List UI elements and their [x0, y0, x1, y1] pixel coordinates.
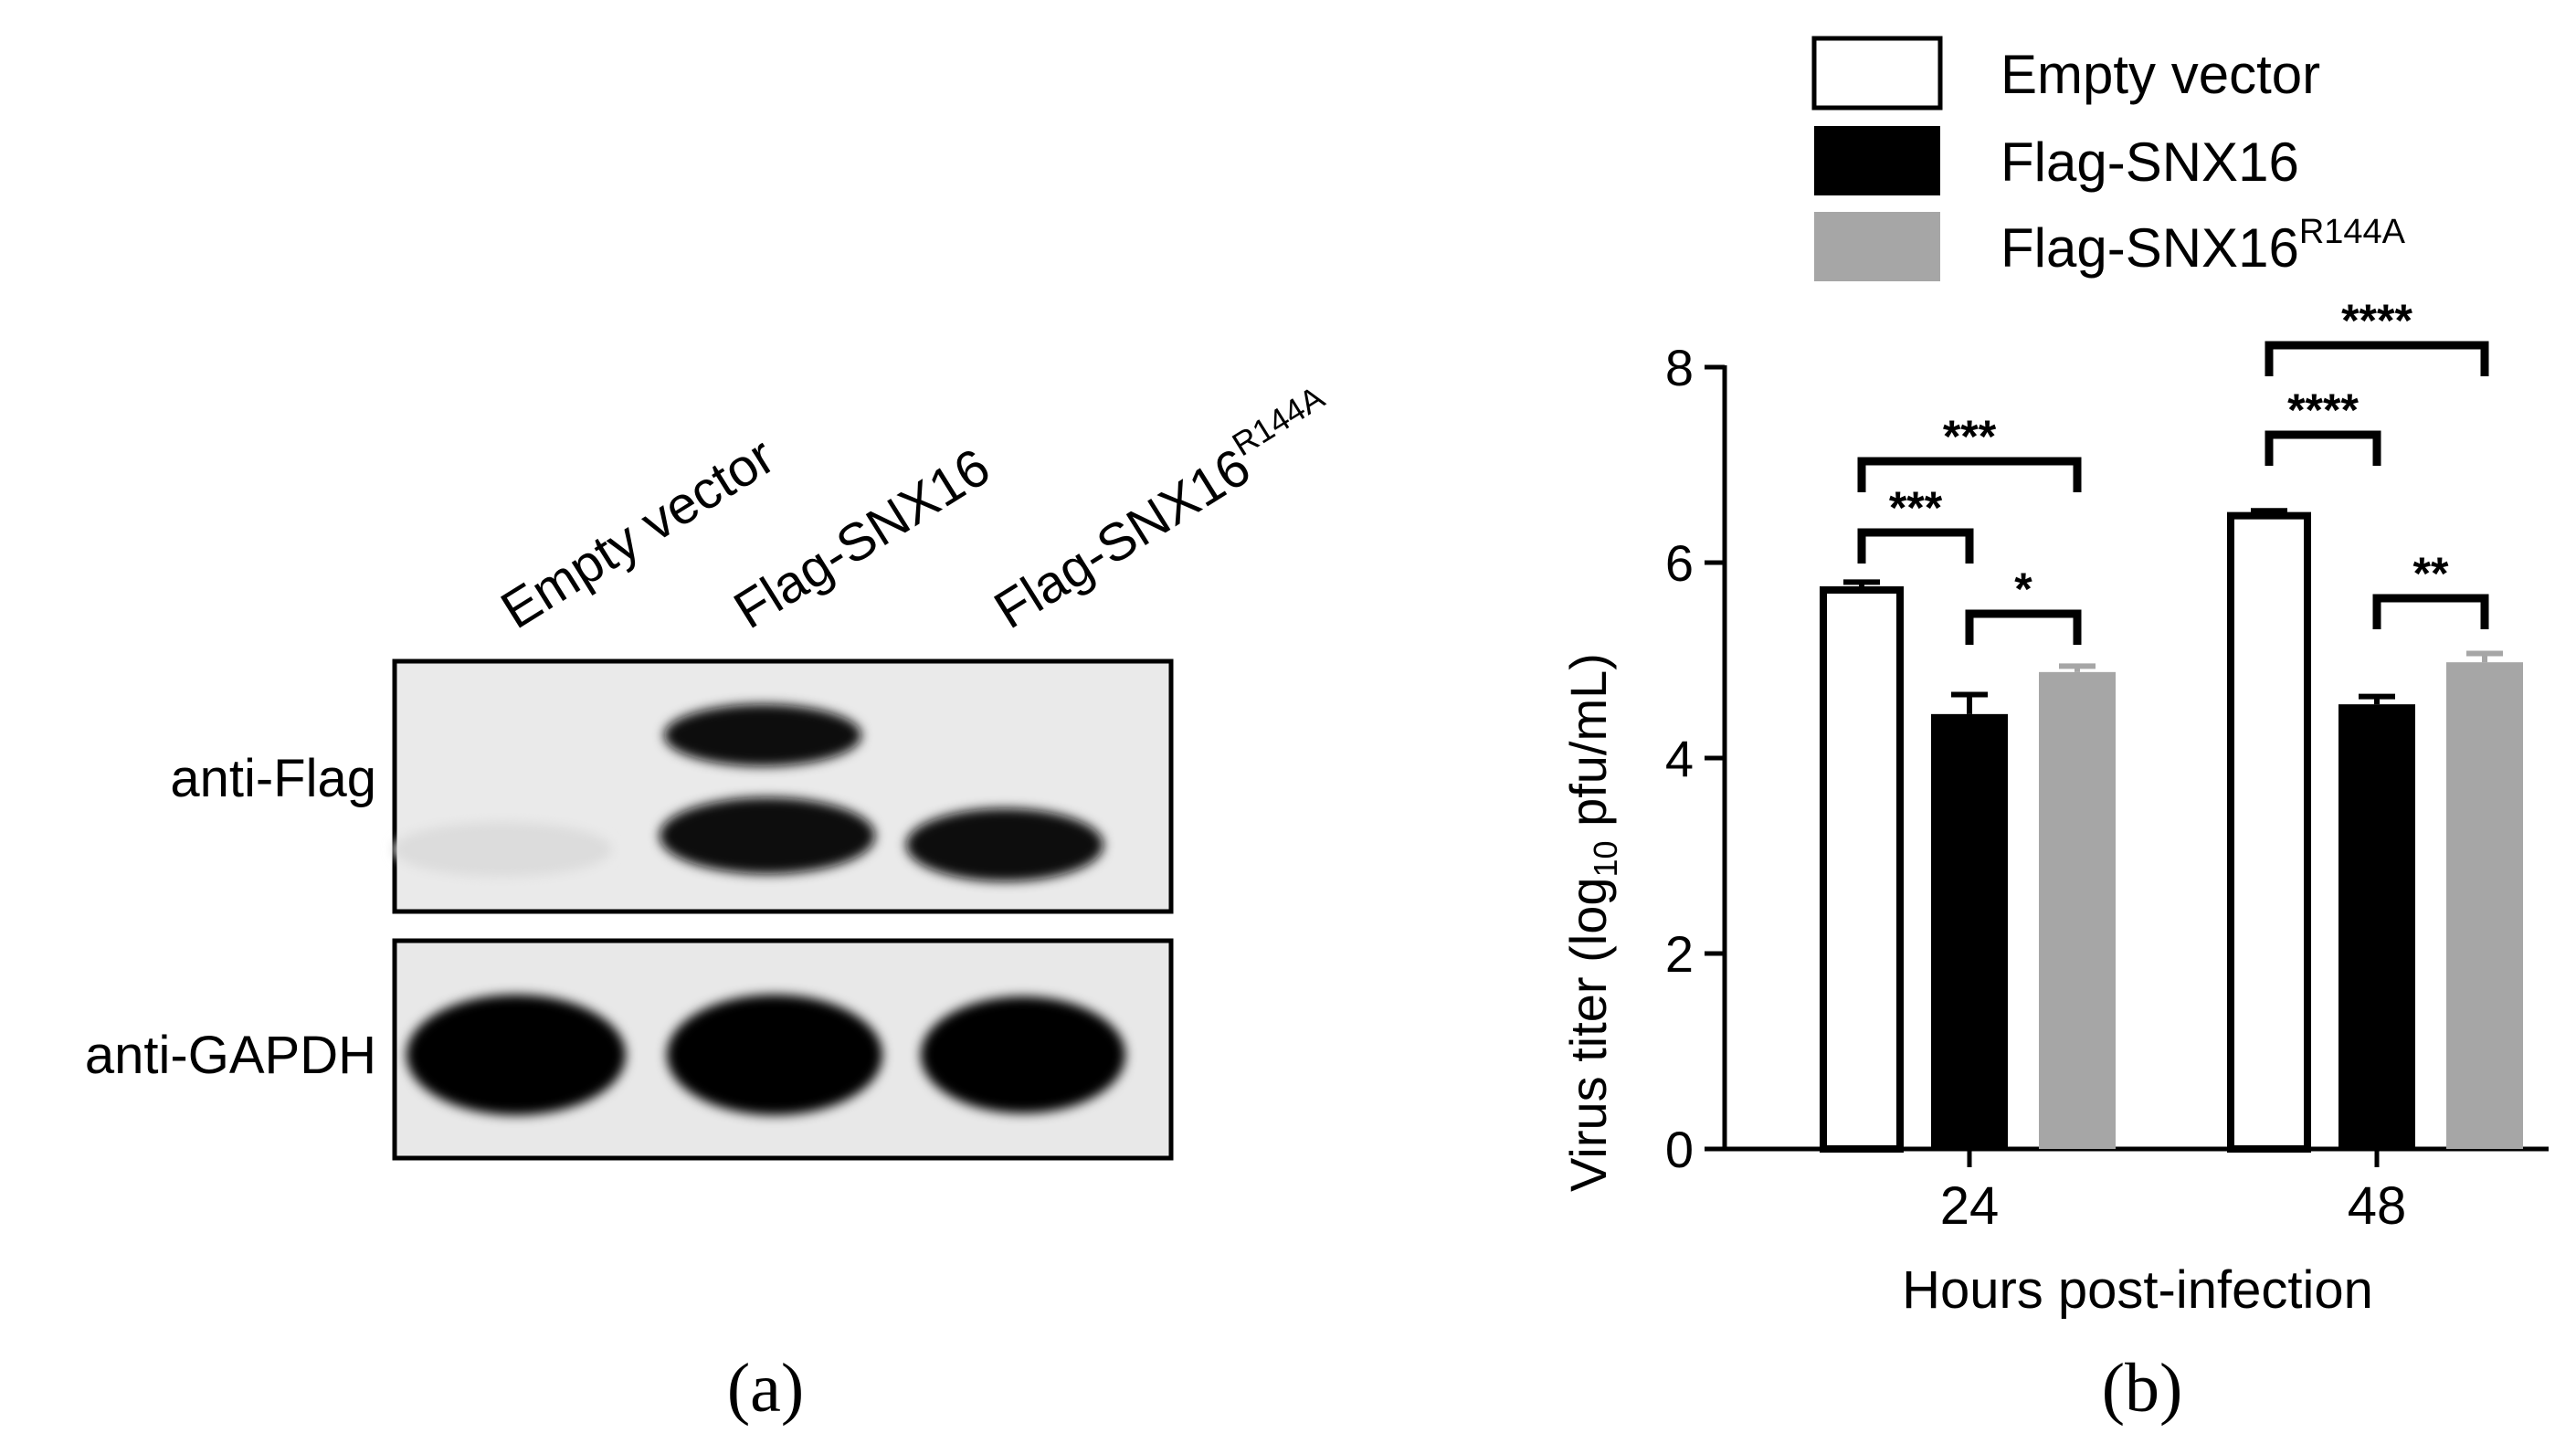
y-tick-label-8: 8 — [1665, 339, 1694, 396]
significance-label-4: **** — [2287, 385, 2359, 436]
y-axis-label: Virus titer (log10 pfu/mL) — [1559, 653, 1624, 1192]
bars — [1820, 508, 2523, 1153]
significance-bracket-0 — [1857, 457, 2082, 492]
significance-bracket-3 — [2265, 341, 2489, 376]
legend-label-1: Flag-SNX16 — [2001, 132, 2299, 193]
x-tick-label-48: 48 — [2348, 1176, 2407, 1236]
band-flag-upper-lane2 — [664, 704, 861, 766]
bands-anti-flag — [393, 704, 1103, 881]
bands-anti-gapdh — [406, 995, 1125, 1115]
significance-label-0: *** — [1943, 411, 1997, 462]
bar-0-1 — [2227, 511, 2311, 1153]
legend-swatch-2 — [1814, 212, 1940, 281]
x-tick-label-24: 24 — [1940, 1176, 2000, 1236]
significance-bracket-2 — [1965, 609, 2082, 645]
chart-legend: Empty vector Flag-SNX16 Flag-SNX16R144A — [1811, 36, 2406, 281]
panel-b-label: (b) — [2102, 1350, 2183, 1427]
y-tick-label-4: 4 — [1665, 730, 1694, 787]
bar-2-1 — [2446, 662, 2523, 1149]
bar-1-0 — [1931, 713, 2008, 1149]
significance-label-5: ** — [2413, 548, 2449, 599]
band-flag-faint-lane1 — [393, 822, 612, 877]
band-flag-lower-lane2 — [660, 797, 875, 874]
bar-1-1 — [2338, 704, 2415, 1149]
row-label-anti-gapdh: anti-GAPDH — [85, 1026, 376, 1085]
y-tick-label-6: 6 — [1665, 534, 1694, 592]
y-tick-label-2: 2 — [1665, 925, 1694, 983]
bar-2-0 — [2039, 671, 2116, 1149]
row-label-anti-flag: anti-Flag — [170, 749, 376, 808]
panel-a: Empty vector Flag-SNX16 Flag-SNX16R144A … — [85, 378, 1346, 1427]
panel-a-label: (a) — [727, 1350, 804, 1427]
significance-bracket-4 — [2265, 430, 2381, 466]
legend-label-0: Empty vector — [2001, 44, 2320, 105]
significance-label-3: **** — [2341, 295, 2412, 346]
x-axis-label: Hours post-infection — [1902, 1260, 2373, 1320]
bar-0-0 — [1820, 585, 1904, 1153]
legend-swatch-1 — [1814, 126, 1940, 195]
band-gapdh-lane2 — [667, 995, 882, 1115]
significance-bracket-5 — [2372, 594, 2489, 629]
significance-bracket-1 — [1857, 528, 1974, 564]
significance-brackets: ***************** — [1857, 295, 2489, 645]
significance-label-2: * — [2014, 564, 2032, 615]
y-axis: 0 2 4 6 8 — [1665, 339, 1727, 1178]
y-tick-label-0: 0 — [1665, 1121, 1694, 1178]
x-axis: 24 48 — [1725, 1146, 2549, 1236]
significance-label-1: *** — [1889, 482, 1943, 533]
legend-label-2: Flag-SNX16R144A — [2001, 213, 2406, 279]
band-gapdh-lane3 — [921, 996, 1125, 1113]
band-flag-lower-lane3 — [906, 808, 1103, 881]
lane-label-flag-snx16-r144a: Flag-SNX16R144A — [981, 378, 1346, 640]
legend-swatch-0 — [1811, 36, 1943, 111]
band-gapdh-lane1 — [406, 995, 626, 1115]
